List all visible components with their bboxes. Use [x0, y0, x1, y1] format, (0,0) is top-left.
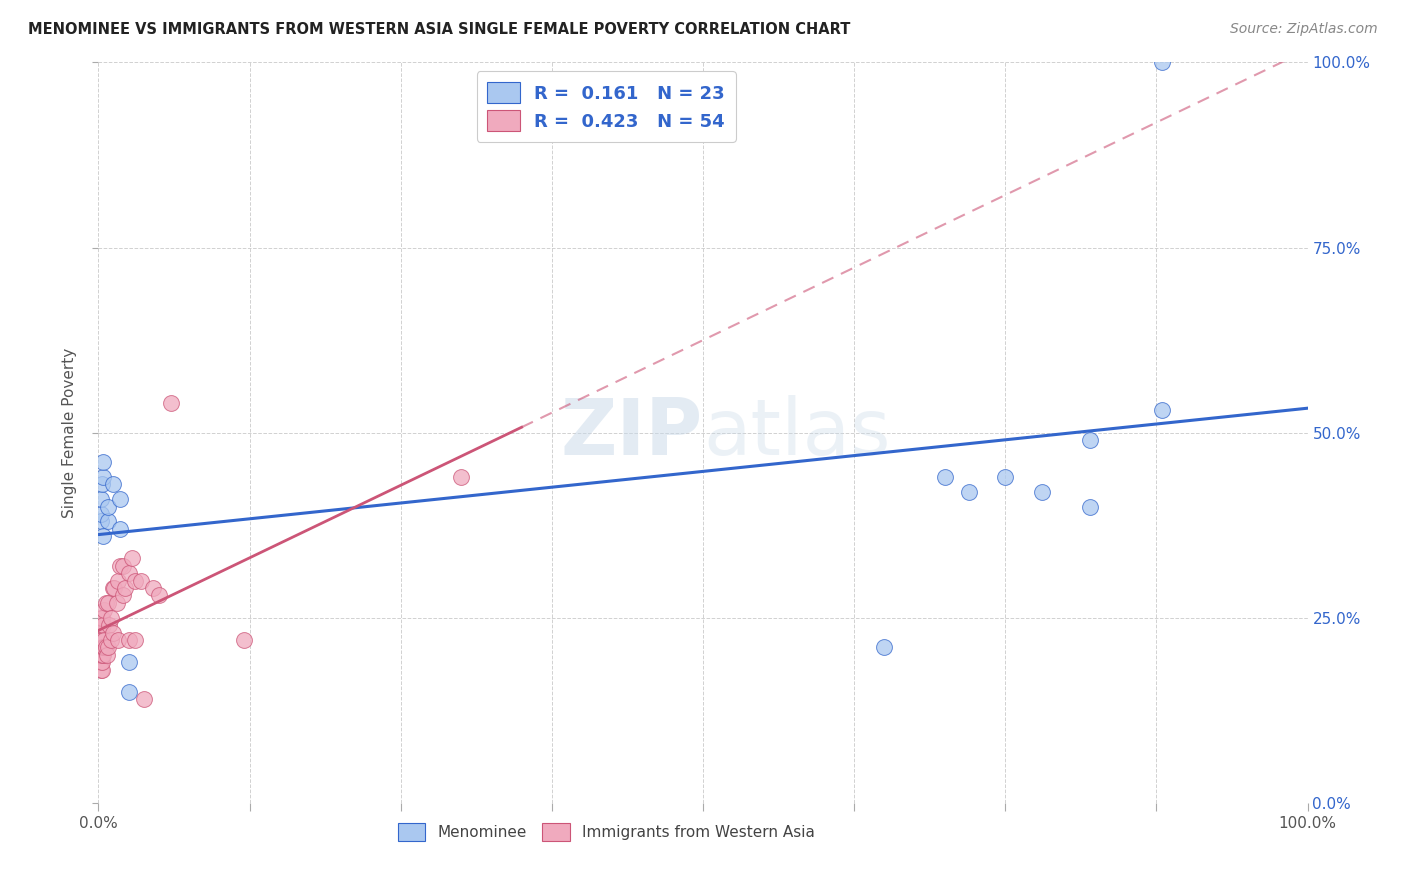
Point	[89, 655, 111, 669]
Point	[934, 470, 956, 484]
Text: ZIP: ZIP	[561, 394, 703, 471]
Point	[100, 610, 122, 624]
Point	[101, 477, 124, 491]
Point	[90, 492, 112, 507]
Point	[91, 640, 114, 655]
Point	[91, 640, 114, 655]
Point	[118, 632, 141, 647]
Point	[124, 632, 146, 647]
Point	[89, 648, 111, 662]
Point	[91, 529, 114, 543]
Point	[1078, 433, 1101, 447]
Point	[97, 500, 120, 514]
Point	[1152, 55, 1174, 70]
Point	[91, 648, 114, 662]
Legend: Menominee, Immigrants from Western Asia: Menominee, Immigrants from Western Asia	[392, 817, 821, 847]
Point	[994, 470, 1017, 484]
Point	[90, 648, 112, 662]
Point	[90, 640, 112, 655]
Point	[124, 574, 146, 588]
Point	[90, 625, 112, 640]
Point	[957, 484, 980, 499]
Point	[91, 618, 114, 632]
Point	[90, 632, 112, 647]
Point	[93, 640, 115, 655]
Point	[89, 640, 111, 655]
Point	[91, 477, 114, 491]
Point	[90, 507, 112, 521]
Point	[90, 515, 112, 529]
Point	[91, 663, 114, 677]
Text: atlas: atlas	[703, 394, 890, 471]
Point	[108, 558, 131, 573]
Point	[873, 640, 896, 655]
Point	[91, 648, 114, 662]
Point	[160, 396, 183, 410]
Point	[91, 470, 114, 484]
Point	[108, 492, 131, 507]
Point	[129, 574, 152, 588]
Point	[118, 655, 141, 669]
Point	[94, 640, 117, 655]
Point	[1152, 403, 1174, 417]
Point	[91, 655, 114, 669]
Point	[96, 648, 118, 662]
Point	[100, 632, 122, 647]
Point	[107, 632, 129, 647]
Point	[90, 610, 112, 624]
Point	[93, 603, 115, 617]
Point	[134, 692, 156, 706]
Point	[91, 455, 114, 469]
Point	[118, 566, 141, 581]
Point	[90, 618, 112, 632]
Point	[90, 655, 112, 669]
Point	[90, 663, 112, 677]
Point	[91, 610, 114, 624]
Point	[148, 589, 170, 603]
Text: MENOMINEE VS IMMIGRANTS FROM WESTERN ASIA SINGLE FEMALE POVERTY CORRELATION CHAR: MENOMINEE VS IMMIGRANTS FROM WESTERN ASI…	[28, 22, 851, 37]
Point	[97, 515, 120, 529]
Point	[450, 470, 472, 484]
Point	[118, 685, 141, 699]
Y-axis label: Single Female Poverty: Single Female Poverty	[62, 348, 77, 517]
Point	[107, 574, 129, 588]
Point	[1031, 484, 1053, 499]
Point	[91, 632, 114, 647]
Text: Source: ZipAtlas.com: Source: ZipAtlas.com	[1230, 22, 1378, 37]
Point	[114, 581, 136, 595]
Point	[103, 581, 125, 595]
Point	[111, 589, 134, 603]
Point	[111, 558, 134, 573]
Point	[101, 581, 124, 595]
Point	[232, 632, 254, 647]
Point	[108, 522, 131, 536]
Point	[142, 581, 165, 595]
Point	[90, 618, 112, 632]
Point	[93, 632, 115, 647]
Point	[121, 551, 143, 566]
Point	[98, 618, 121, 632]
Point	[1078, 500, 1101, 514]
Point	[94, 596, 117, 610]
Point	[101, 625, 124, 640]
Point	[105, 596, 128, 610]
Point	[97, 640, 120, 655]
Point	[97, 596, 120, 610]
